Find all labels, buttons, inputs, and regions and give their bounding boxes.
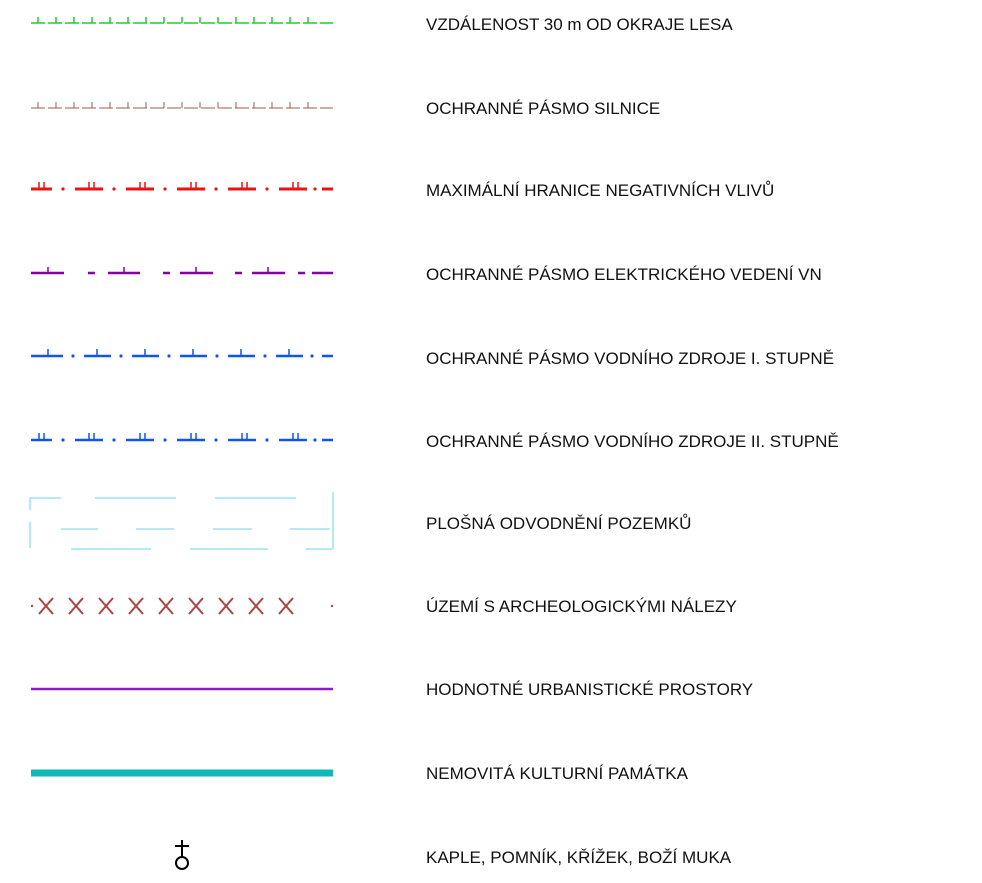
road-protection-line-symbol	[31, 102, 333, 109]
negative-impacts-line-symbol	[31, 182, 333, 191]
legend-label-water-source-1: OCHRANNÉ PÁSMO VODNÍHO ZDROJE I. STUPNĚ	[426, 349, 835, 368]
legend-label-water-source-2: OCHRANNÉ PÁSMO VODNÍHO ZDROJE II. STUPNĚ	[426, 432, 839, 451]
archaeology-line-symbol	[30, 597, 334, 615]
power-line-protection-line-symbol	[31, 267, 333, 275]
legend-label-forest-distance: VZDÁLENOST 30 m OD OKRAJE LESA	[426, 15, 733, 34]
legend-label-negative-impacts: MAXIMÁLNÍ HRANICE NEGATIVNÍCH VLIVŮ	[426, 181, 775, 200]
legend-label-chapel: KAPLE, POMNÍK, KŘÍŽEK, BOŽÍ MUKA	[426, 848, 732, 867]
forest-distance-line-symbol	[31, 17, 333, 24]
legend-label-power-line-protection: OCHRANNÉ PÁSMO ELEKTRICKÉHO VEDENÍ VN	[426, 265, 822, 284]
legend-label-archaeology: ÚZEMÍ S ARCHEOLOGICKÝMI NÁLEZY	[426, 597, 737, 616]
legend-label-cultural-monument: NEMOVITÁ KULTURNÍ PAMÁTKA	[426, 764, 688, 783]
water-source-1-line-symbol	[31, 349, 333, 358]
legend-label-road-protection: OCHRANNÉ PÁSMO SILNICE	[426, 99, 661, 118]
drainage-area-symbol	[29, 492, 334, 550]
water-source-2-line-symbol	[31, 433, 333, 442]
chapel-cross-circle-icon	[175, 840, 189, 870]
legend-label-urban-spaces: HODNOTNÉ URBANISTICKÉ PROSTORY	[426, 680, 754, 699]
legend-label-drainage: PLOŠNÁ ODVODNĚNÍ POZEMKŮ	[426, 514, 692, 533]
